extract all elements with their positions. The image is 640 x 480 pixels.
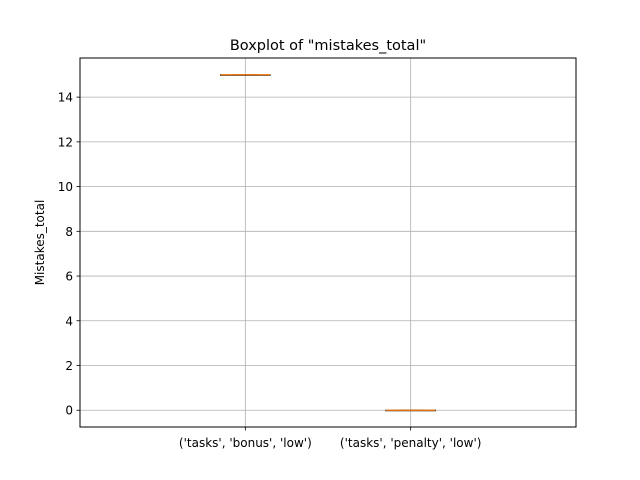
plot-area-frame	[79, 57, 577, 428]
chart-title: Boxplot of "mistakes_total"	[230, 38, 426, 54]
y-tick-label: 14	[58, 91, 73, 105]
x-tick-label: ('tasks', 'penalty', 'low')	[340, 436, 482, 450]
y-tick-label: 8	[65, 225, 73, 239]
y-tick-label: 0	[65, 404, 73, 418]
y-tick-label: 12	[58, 135, 73, 149]
axis-ticks: 0 2 4 6 8 10 12 14 ('tasks', 'bonus', 'low') ('ta…	[58, 91, 482, 450]
y-tick-label: 4	[65, 314, 73, 328]
y-axis-title: Mistakes_total	[33, 200, 47, 286]
boxes	[220, 74, 436, 412]
y-tick-label: 6	[65, 270, 73, 284]
x-tick-label: ('tasks', 'bonus', 'low')	[179, 436, 312, 450]
y-tick-label: 2	[65, 359, 73, 373]
grid-lines	[80, 58, 576, 427]
y-tick-label: 10	[58, 180, 73, 194]
